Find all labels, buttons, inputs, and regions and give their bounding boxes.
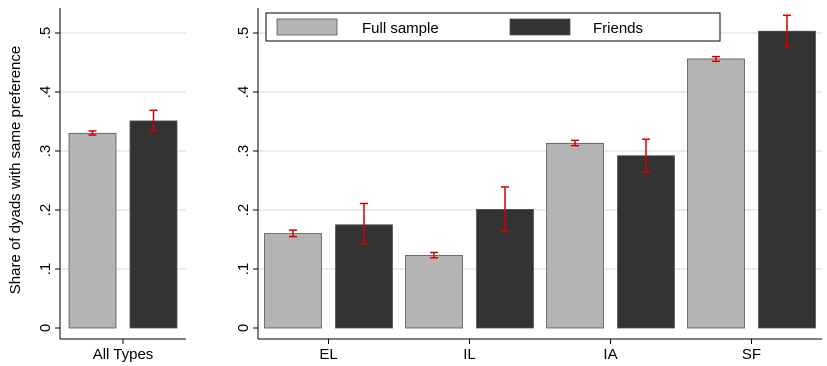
x-tick-label: EL: [319, 346, 337, 363]
y-tick-label: .5: [235, 27, 252, 40]
panel-1: 0 .1 .2 .3 .4 .5 EL IL IA SF: [235, 8, 822, 363]
panel-0: 0 .1 .2 .3 .4 .5 All Types: [37, 8, 186, 363]
y-tick-label: .3: [37, 145, 54, 158]
bar-il-full-sample: [405, 255, 463, 329]
y-tick-label: .4: [235, 86, 252, 99]
y-tick-label: .1: [37, 263, 54, 276]
error-bar: [360, 202, 368, 245]
error-bar: [783, 14, 791, 48]
bar-sf-full-sample: [687, 58, 745, 329]
x-tick-label: IL: [463, 346, 476, 363]
bar-sf-friends: [758, 30, 816, 329]
legend-label: Friends: [593, 20, 643, 37]
y-axis-title: Share of dyads with same preference: [7, 46, 24, 294]
y-tick-label: 0: [37, 324, 54, 332]
bar-all-types-full-sample: [68, 132, 117, 329]
y-tick-label: .5: [37, 27, 54, 40]
error-bar: [149, 109, 158, 132]
legend-box: [265, 12, 721, 42]
legend-swatch: [509, 18, 571, 36]
bar-ia-full-sample: [546, 142, 604, 329]
error-bar: [430, 251, 438, 259]
bar-ia-friends: [617, 155, 675, 329]
panels: 0 .1 .2 .3 .4 .5 All Types 0 .1 .2 .3 .4 .5 EL IL IA SF: [37, 8, 822, 363]
error-bar: [289, 229, 297, 238]
y-tick-label: .4: [37, 86, 54, 99]
legend-label: Full sample: [362, 20, 439, 37]
error-bar: [642, 138, 650, 173]
x-tick-label: All Types: [93, 346, 154, 363]
error-bar: [88, 130, 97, 136]
y-tick-label: 0: [235, 324, 252, 332]
x-tick-label: SF: [742, 346, 761, 363]
bar-all-types-friends: [129, 120, 178, 329]
legend: Full sample Friends: [265, 12, 721, 42]
bar-el-full-sample: [264, 233, 322, 329]
legend-swatch: [276, 18, 338, 36]
x-tick-label: IA: [603, 346, 617, 363]
error-bar: [571, 139, 579, 147]
y-tick-label: .2: [37, 204, 54, 217]
y-tick-label: .1: [235, 263, 252, 276]
error-bar: [501, 186, 509, 232]
error-bar: [712, 55, 720, 63]
y-tick-label: .3: [235, 145, 252, 158]
y-tick-label: .2: [235, 204, 252, 217]
